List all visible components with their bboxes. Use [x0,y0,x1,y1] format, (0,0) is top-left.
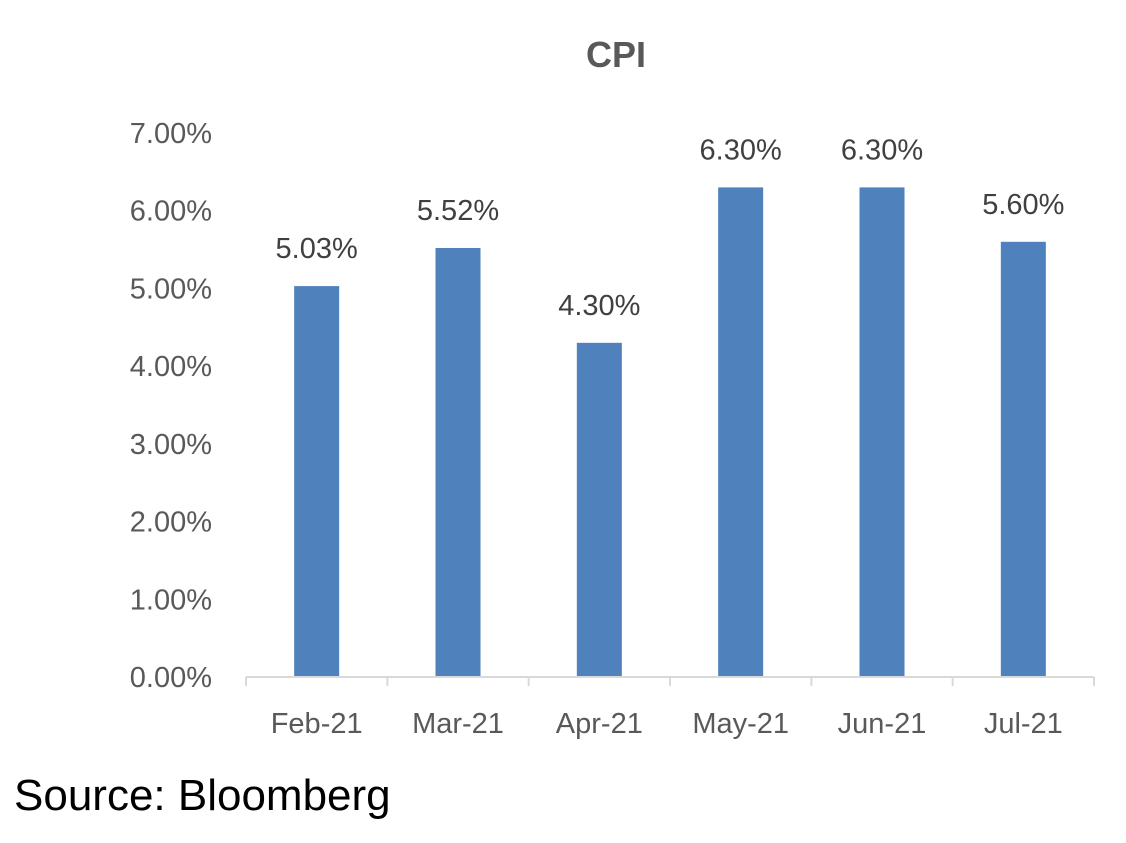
y-tick-label: 1.00% [130,584,212,616]
data-label: 5.60% [982,189,1064,221]
x-tick-label: Jun-21 [838,708,927,740]
y-tick-label: 5.00% [130,273,212,305]
data-label: 5.03% [276,233,358,265]
x-axis-tick-labels: Feb-21 Mar-21 Apr-21 May-21 Jun-21 Jul-21 [271,708,1063,740]
data-label: 6.30% [700,134,782,166]
bar [294,286,340,677]
x-tick-label: Mar-21 [412,708,504,740]
y-tick-label: 4.00% [130,351,212,383]
x-axis [245,676,1095,686]
y-tick-label: 7.00% [130,118,212,150]
x-tick-label: Jul-21 [984,708,1063,740]
y-tick-label: 3.00% [130,429,212,461]
bar [718,187,764,677]
data-labels: 5.03% 5.52% 4.30% 6.30% 6.30% 5.60% [276,134,1065,321]
source-note: Source: Bloomberg [14,771,391,820]
y-axis-tick-labels: 0.00% 1.00% 2.00% 3.00% 4.00% 5.00% 6.00% 7.00% [130,118,212,694]
data-label: 6.30% [841,134,923,166]
x-tick-label: Apr-21 [556,708,643,740]
y-tick-label: 0.00% [130,662,212,694]
cpi-bar-chart: CPI 0.00% 1.00% 2.00% 3.00% 4.00% 5.00% 6.00% 7… [130,34,1095,740]
bar [1000,241,1046,678]
chart-title: CPI [586,34,646,75]
bar [435,248,481,677]
bar [576,342,622,677]
bar-series [294,187,1046,678]
x-tick-label: May-21 [692,708,789,740]
y-tick-label: 2.00% [130,507,212,539]
y-tick-label: 6.00% [130,196,212,228]
x-tick-label: Feb-21 [271,708,363,740]
bar [859,187,905,677]
data-label: 4.30% [558,290,640,322]
data-label: 5.52% [417,195,499,227]
